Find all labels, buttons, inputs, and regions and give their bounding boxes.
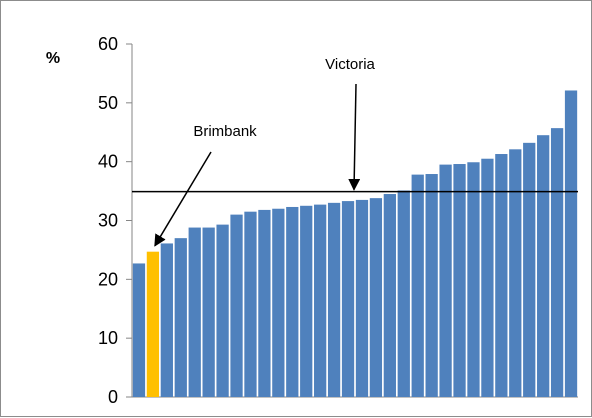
bar — [397, 190, 410, 397]
annotation-brimbank: Brimbank — [193, 123, 257, 140]
bar — [467, 162, 480, 397]
bar — [439, 164, 452, 397]
bar — [202, 227, 215, 397]
bar — [383, 194, 396, 397]
bar — [286, 206, 299, 397]
bar — [550, 128, 564, 398]
bar — [272, 208, 285, 397]
bar — [355, 199, 369, 397]
annotations: Victoria Brimbank — [154, 56, 376, 247]
bar — [481, 158, 494, 397]
bar — [341, 201, 355, 397]
bar — [495, 154, 508, 397]
y-tick-label: 60 — [98, 34, 118, 54]
bar — [230, 214, 243, 397]
bar — [537, 135, 550, 398]
y-axis-unit-label: % — [46, 50, 60, 67]
y-tick-label: 20 — [98, 269, 118, 289]
y-tick-label: 10 — [98, 328, 118, 348]
bar — [244, 211, 257, 397]
bar — [258, 209, 271, 397]
annotation-victoria: Victoria — [325, 56, 375, 73]
bar — [509, 149, 522, 397]
bar-highlighted — [146, 251, 160, 397]
bar — [216, 224, 229, 397]
bar — [314, 204, 327, 397]
y-tick-label: 50 — [98, 93, 118, 113]
y-tick-label: 0 — [108, 387, 118, 407]
bar — [327, 202, 341, 397]
y-axis: 0 10 20 30 40 50 60% — [46, 34, 578, 407]
y-tick-label: 30 — [98, 211, 118, 231]
bar — [564, 90, 578, 397]
bar — [425, 174, 438, 397]
bar — [453, 164, 466, 397]
bar — [523, 142, 536, 397]
bar — [160, 243, 173, 397]
annotation-victoria-arrow — [348, 83, 361, 191]
bar — [369, 198, 383, 397]
bar — [174, 238, 187, 397]
bar — [411, 174, 424, 397]
bar — [188, 227, 201, 397]
bar — [132, 263, 146, 397]
annotation-brimbank-arrow — [154, 151, 212, 247]
y-tick-label: 40 — [98, 152, 118, 172]
bars — [132, 90, 578, 398]
bar — [300, 205, 313, 397]
